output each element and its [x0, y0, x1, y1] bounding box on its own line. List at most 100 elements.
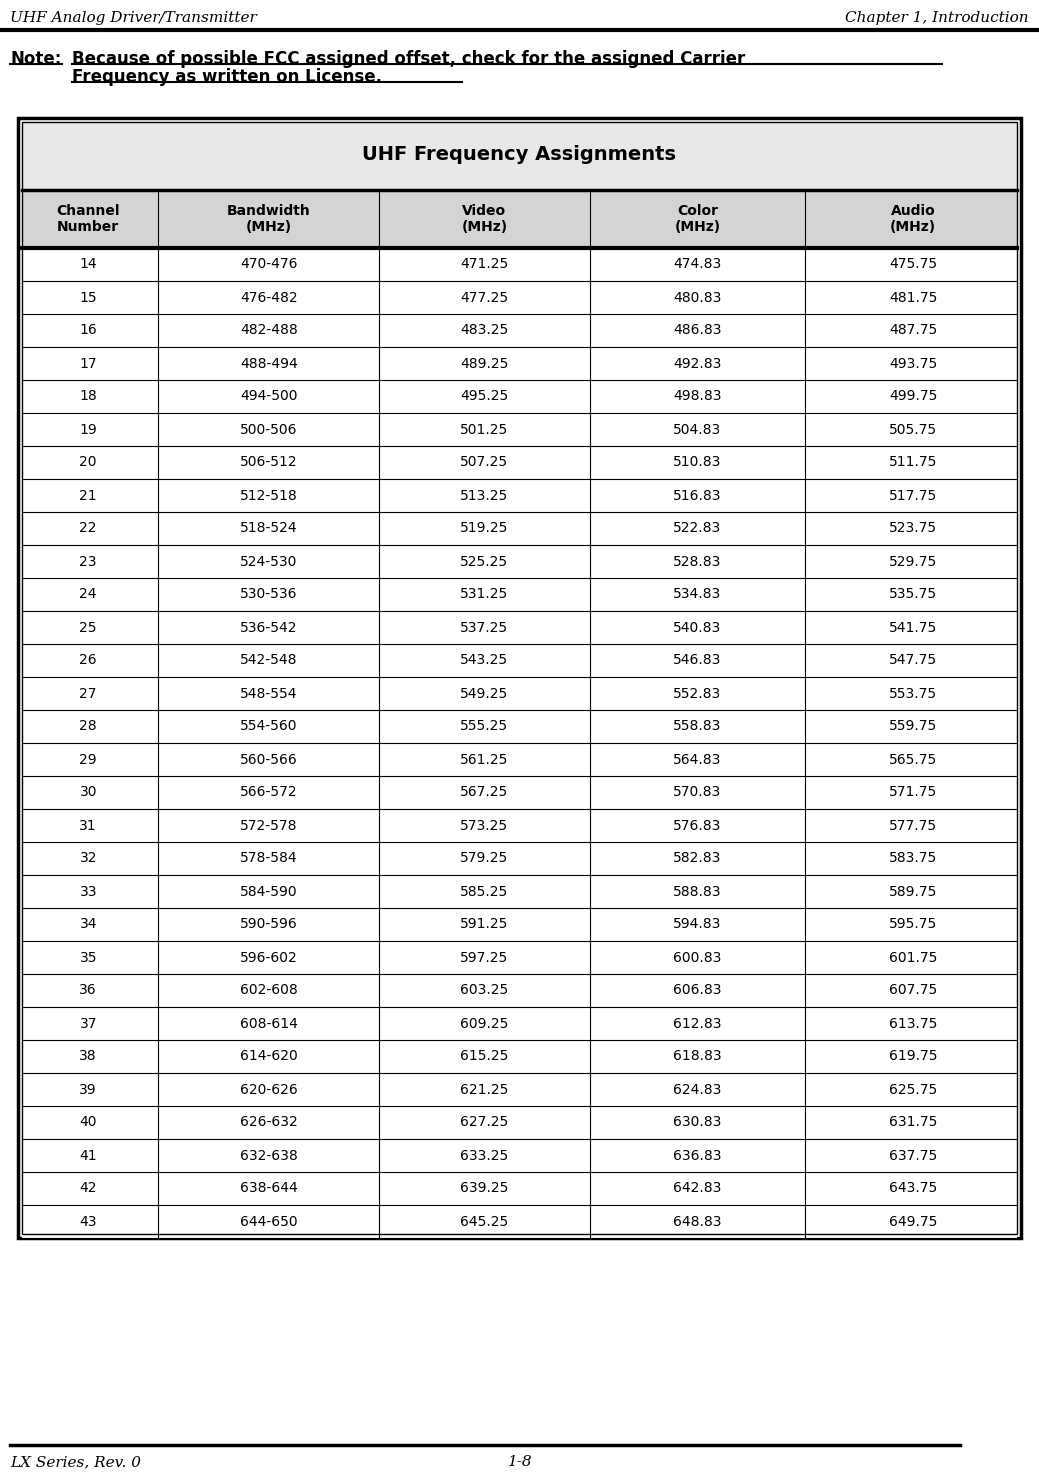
Text: 20: 20	[79, 455, 97, 470]
Text: 40: 40	[79, 1116, 97, 1129]
Text: 601.75: 601.75	[889, 950, 937, 965]
Text: 16: 16	[79, 324, 97, 337]
Text: 595.75: 595.75	[889, 918, 937, 931]
Text: 495.25: 495.25	[460, 390, 508, 403]
Text: 471.25: 471.25	[460, 257, 508, 272]
Text: 41: 41	[79, 1148, 97, 1163]
Text: 543.25: 543.25	[460, 653, 508, 668]
Bar	[22, 578, 1017, 610]
Bar	[22, 644, 1017, 677]
Text: 619.75: 619.75	[889, 1049, 937, 1064]
Bar	[22, 842, 1017, 875]
Text: 510.83: 510.83	[673, 455, 722, 470]
Text: LX Series, Rev. 0: LX Series, Rev. 0	[10, 1454, 141, 1469]
Text: 583.75: 583.75	[889, 851, 937, 866]
Text: 626-632: 626-632	[240, 1116, 297, 1129]
Text: 499.75: 499.75	[889, 390, 937, 403]
Bar	[22, 380, 1017, 412]
Text: UHF Frequency Assignments: UHF Frequency Assignments	[363, 145, 676, 164]
Text: 564.83: 564.83	[673, 752, 722, 767]
Text: 511.75: 511.75	[889, 455, 937, 470]
Bar	[22, 743, 1017, 776]
Text: 524-530: 524-530	[240, 554, 297, 569]
Text: 518-524: 518-524	[240, 522, 297, 535]
Text: Chapter 1, Introduction: Chapter 1, Introduction	[846, 10, 1029, 25]
Text: 607.75: 607.75	[889, 983, 937, 998]
Text: 535.75: 535.75	[889, 587, 937, 602]
Text: 618.83: 618.83	[673, 1049, 722, 1064]
Text: 531.25: 531.25	[460, 587, 508, 602]
Text: 470-476: 470-476	[240, 257, 297, 272]
Text: 554-560: 554-560	[240, 720, 297, 733]
Bar	[22, 545, 1017, 578]
Bar	[22, 347, 1017, 380]
Text: Color
(MHz): Color (MHz)	[674, 204, 721, 234]
Bar	[22, 709, 1017, 743]
Text: 489.25: 489.25	[460, 356, 508, 371]
Text: 603.25: 603.25	[460, 983, 508, 998]
Text: 477.25: 477.25	[460, 291, 508, 304]
Text: 570.83: 570.83	[673, 785, 722, 800]
Bar	[18, 118, 1021, 1239]
Text: 613.75: 613.75	[889, 1017, 937, 1030]
Text: 555.25: 555.25	[460, 720, 508, 733]
Text: 582.83: 582.83	[673, 851, 722, 866]
Text: 525.25: 525.25	[460, 554, 508, 569]
Text: 632-638: 632-638	[240, 1148, 297, 1163]
Text: Frequency as written on License.: Frequency as written on License.	[72, 68, 382, 86]
Text: Note:: Note:	[10, 50, 61, 68]
Text: 621.25: 621.25	[460, 1082, 508, 1097]
Text: 609.25: 609.25	[460, 1017, 508, 1030]
Text: 483.25: 483.25	[460, 324, 508, 337]
Text: 567.25: 567.25	[460, 785, 508, 800]
Bar	[22, 123, 1017, 191]
Text: 536-542: 536-542	[240, 621, 297, 634]
Text: 548-554: 548-554	[240, 686, 297, 701]
Text: 558.83: 558.83	[673, 720, 722, 733]
Bar	[22, 677, 1017, 709]
Text: 633.25: 633.25	[460, 1148, 508, 1163]
Text: 612.83: 612.83	[673, 1017, 722, 1030]
Text: 648.83: 648.83	[673, 1215, 722, 1228]
Text: 625.75: 625.75	[889, 1082, 937, 1097]
Text: 591.25: 591.25	[460, 918, 508, 931]
Text: 481.75: 481.75	[889, 291, 937, 304]
Text: 523.75: 523.75	[889, 522, 937, 535]
Text: 504.83: 504.83	[673, 423, 722, 436]
Text: 614-620: 614-620	[240, 1049, 297, 1064]
Text: 585.25: 585.25	[460, 884, 508, 899]
Text: 507.25: 507.25	[460, 455, 508, 470]
Text: 600.83: 600.83	[673, 950, 722, 965]
Text: 549.25: 549.25	[460, 686, 508, 701]
Text: 26: 26	[79, 653, 97, 668]
Text: 22: 22	[79, 522, 97, 535]
Text: 608-614: 608-614	[240, 1017, 298, 1030]
Text: 627.25: 627.25	[460, 1116, 508, 1129]
Text: 32: 32	[79, 851, 97, 866]
Text: 559.75: 559.75	[889, 720, 937, 733]
Bar	[22, 1041, 1017, 1073]
Bar	[22, 875, 1017, 907]
Text: 561.25: 561.25	[460, 752, 508, 767]
Text: 529.75: 529.75	[889, 554, 937, 569]
Text: 566-572: 566-572	[240, 785, 297, 800]
Bar	[22, 1205, 1017, 1239]
Text: 631.75: 631.75	[889, 1116, 937, 1129]
Text: 19: 19	[79, 423, 97, 436]
Text: 24: 24	[79, 587, 97, 602]
Text: 589.75: 589.75	[889, 884, 937, 899]
Text: 15: 15	[79, 291, 97, 304]
Text: 534.83: 534.83	[673, 587, 722, 602]
Text: 572-578: 572-578	[240, 819, 297, 832]
Text: 624.83: 624.83	[673, 1082, 722, 1097]
Text: Audio
(MHz): Audio (MHz)	[890, 204, 936, 234]
Text: 644-650: 644-650	[240, 1215, 297, 1228]
Text: 43: 43	[79, 1215, 97, 1228]
Text: 27: 27	[79, 686, 97, 701]
Bar	[22, 808, 1017, 842]
Text: 18: 18	[79, 390, 97, 403]
Text: 474.83: 474.83	[673, 257, 722, 272]
Bar	[22, 446, 1017, 479]
Text: 522.83: 522.83	[673, 522, 722, 535]
Text: 480.83: 480.83	[673, 291, 722, 304]
